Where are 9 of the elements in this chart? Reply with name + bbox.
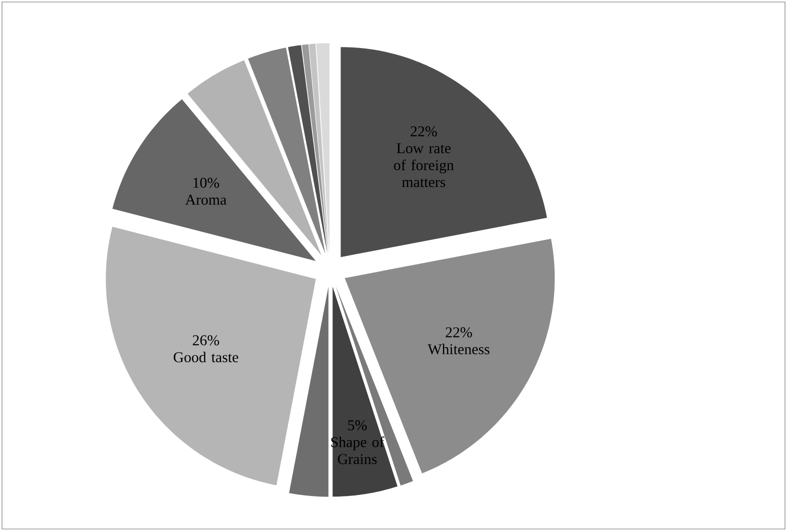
slice-label: Aroma	[185, 194, 226, 205]
data-label: 10%	[194, 178, 220, 188]
slice-label: Low rate of foreign matters	[394, 143, 454, 188]
data-label: 26%	[192, 335, 220, 346]
data-label: 22%	[446, 327, 472, 338]
slice-label: Good taste	[174, 352, 238, 362]
data-label: 5%	[348, 420, 367, 430]
slice-label: Whiteness	[428, 344, 490, 354]
data-label: 22%	[410, 126, 437, 136]
